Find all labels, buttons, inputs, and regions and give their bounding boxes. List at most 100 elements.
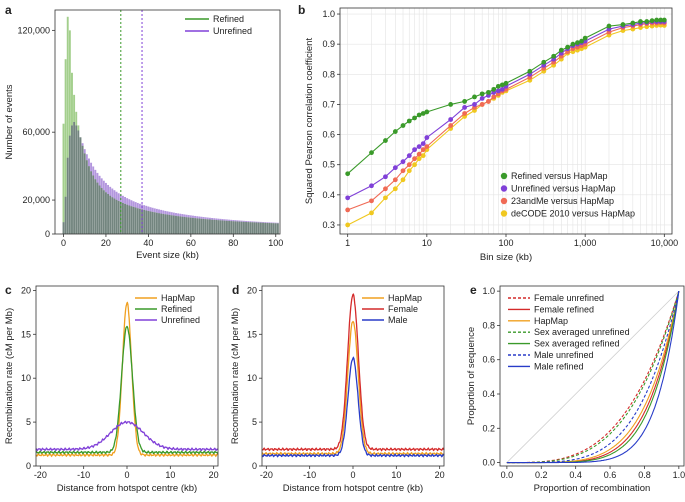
histogram-bar — [213, 219, 216, 234]
data-point-refined — [654, 17, 660, 23]
panel-a-y-tick-label: 60,000 — [22, 127, 50, 137]
panel-b-legend-entry: 23andMe versus HapMap — [511, 196, 614, 206]
data-point-unrefined — [412, 147, 417, 153]
histogram-bar-top — [204, 217, 207, 220]
histogram-bar — [151, 211, 154, 234]
data-point-decode — [345, 222, 351, 228]
data-point-unrefined — [448, 117, 454, 122]
histogram-bar — [83, 153, 86, 234]
histogram-bar-top — [189, 215, 192, 218]
series-line-male-unrefined — [506, 290, 680, 464]
data-point-d23 — [491, 94, 497, 100]
panel-b-y-axis-label: Squared Pearson correlation coefficient — [304, 38, 315, 205]
histogram-bar-top — [238, 220, 241, 222]
panel-c-x-axis-label: Distance from hotspot centre (kb) — [57, 483, 197, 494]
panel-e-legend-entry: Female unrefined — [534, 293, 604, 303]
data-point-refined — [582, 35, 588, 41]
histogram-bar-top — [68, 30, 71, 136]
histogram-bar-top — [274, 222, 277, 224]
data-point-unrefined — [416, 144, 422, 150]
data-point-refined — [499, 82, 505, 88]
histogram-bar — [225, 220, 228, 234]
panel-d-x-tick-label: 0 — [350, 470, 355, 480]
histogram-bar-top — [107, 184, 110, 194]
histogram-bar-top — [236, 220, 239, 222]
panel-a-y-tick-label: 120,000 — [17, 25, 50, 35]
histogram-bar-top — [168, 211, 171, 215]
histogram-bar — [160, 213, 163, 234]
histogram-bar — [71, 125, 73, 234]
panel-b-x-tick-label: 1,000 — [574, 238, 597, 248]
data-point-d23 — [486, 99, 491, 104]
panel-b-legend-entry: Unrefined versus HapMap — [511, 184, 616, 194]
histogram-bar-top — [175, 213, 177, 216]
histogram-bar-top — [164, 210, 167, 215]
histogram-bar-top — [92, 166, 95, 176]
histogram-bar-top — [276, 222, 279, 224]
panel-a-x-tick-label: 80 — [228, 238, 238, 248]
data-point-d23 — [369, 198, 374, 204]
histogram-bar-top — [153, 208, 156, 213]
histogram-bar — [172, 215, 175, 234]
histogram-bar-top — [90, 162, 93, 172]
diagonal-line — [506, 290, 680, 463]
histogram-bar — [121, 202, 124, 234]
histogram-bar-top — [88, 158, 90, 167]
histogram-bar — [187, 217, 190, 234]
histogram-bar-top — [230, 219, 233, 222]
panel-e-x-tick-label: 0.8 — [638, 470, 651, 480]
data-point-refined — [424, 109, 430, 115]
histogram-bar — [115, 199, 118, 234]
histogram-bar — [153, 212, 156, 234]
histogram-bar — [240, 221, 243, 234]
histogram-bar-top — [124, 197, 127, 204]
data-point-unrefined — [345, 195, 351, 201]
histogram-bar-top — [145, 205, 148, 211]
data-point-decode — [400, 177, 406, 183]
histogram-bar-top — [160, 209, 163, 214]
data-point-d23 — [406, 162, 412, 168]
histogram-bar — [266, 222, 269, 234]
histogram-bar-top — [66, 16, 69, 158]
histogram-bar — [107, 193, 110, 234]
histogram-bar-top — [177, 213, 180, 217]
histogram-bar — [238, 221, 241, 234]
histogram-bar — [274, 223, 277, 234]
histogram-bar-top — [109, 186, 112, 196]
histogram-bar-top — [194, 215, 197, 219]
histogram-bar — [104, 192, 107, 234]
panel-a-x-tick-label: 20 — [101, 238, 111, 248]
data-point-decode — [412, 162, 417, 168]
histogram-bar-top — [262, 222, 264, 223]
histogram-bar — [259, 222, 262, 234]
data-point-refined — [570, 41, 576, 47]
panel-e-y-tick-label: 0.6 — [482, 355, 495, 365]
panel-d-x-tick-label: -20 — [260, 470, 273, 480]
histogram-bar-top — [228, 219, 231, 221]
histogram-bar — [223, 220, 226, 234]
panel-e-legend-entry: Sex averaged refined — [534, 339, 620, 349]
histogram-bar — [113, 198, 116, 234]
data-point-d23 — [383, 186, 388, 192]
histogram-bar — [79, 137, 82, 234]
data-point-unrefined — [406, 153, 412, 159]
panel-e-y-tick-label: 0.8 — [482, 320, 495, 330]
histogram-bar-top — [268, 222, 271, 224]
panel-b-legend-marker — [500, 172, 508, 180]
panel-a-y-tick-label: 20,000 — [22, 195, 50, 205]
data-point-refined — [620, 22, 626, 27]
histogram-bar — [77, 130, 80, 234]
data-point-refined — [412, 115, 417, 121]
histogram-bar-top — [77, 125, 80, 131]
histogram-bar-top — [98, 175, 101, 186]
histogram-bar — [219, 220, 222, 234]
histogram-bar-top — [253, 221, 256, 223]
histogram-bar — [202, 218, 205, 234]
panel-d-y-tick-label: 10 — [247, 373, 257, 383]
data-point-refined — [649, 18, 655, 24]
panel-d-x-tick-label: 10 — [391, 470, 401, 480]
histogram-bar — [264, 222, 267, 234]
histogram-bar — [236, 221, 239, 234]
histogram-bar — [94, 179, 97, 234]
panel-e-x-tick-label: 0.6 — [604, 470, 617, 480]
